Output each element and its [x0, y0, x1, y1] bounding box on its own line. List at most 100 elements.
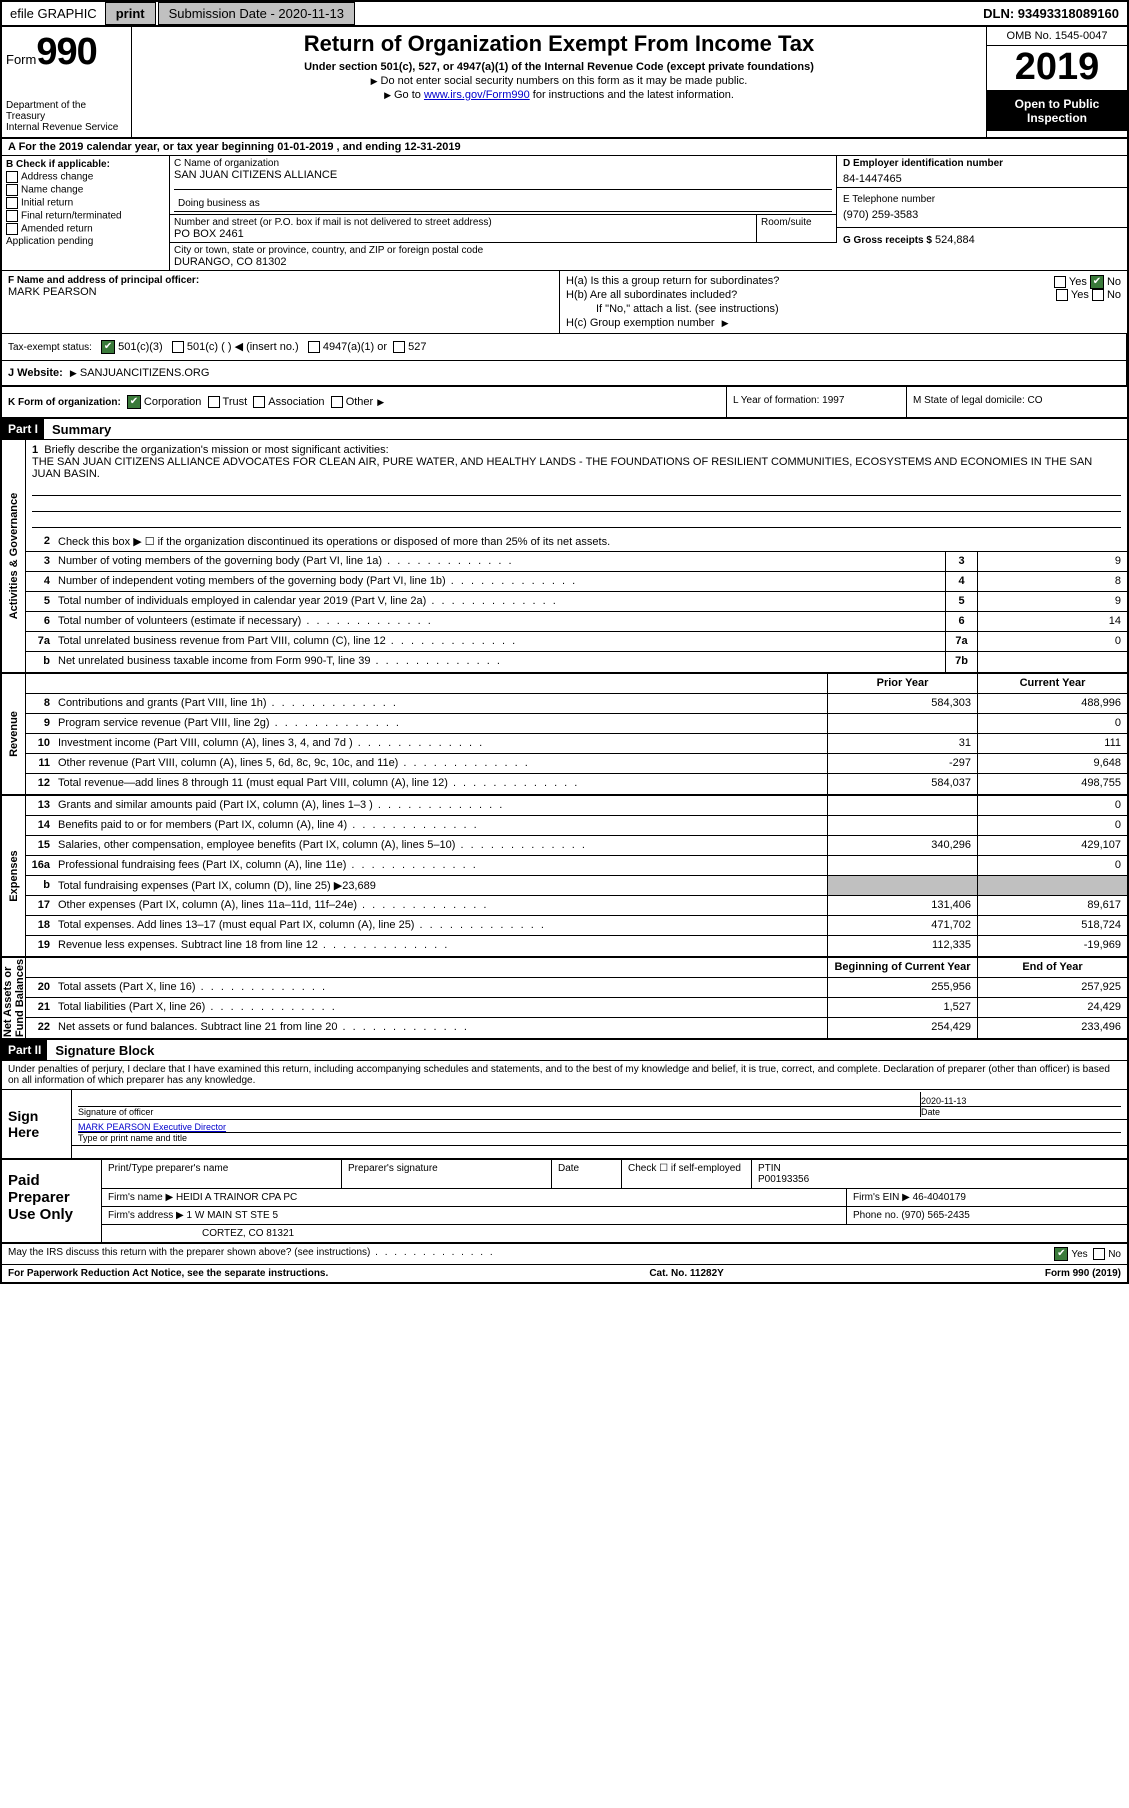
chk-4947[interactable]: 4947(a)(1) or — [308, 341, 387, 353]
prep-name-label: Print/Type preparer's name — [102, 1160, 342, 1188]
chk-501c[interactable]: 501(c) ( ) ◀ (insert no.) — [172, 341, 299, 353]
firm-name-label: Firm's name ▶ — [108, 1192, 173, 1203]
row-j-website: J Website: SANJUANCITIZENS.ORG — [2, 361, 1127, 387]
box-d-ein: D Employer identification number 84-1447… — [837, 156, 1127, 188]
chk-501c3[interactable]: 501(c)(3) — [101, 341, 163, 353]
discuss-no[interactable]: No — [1093, 1249, 1121, 1260]
chk-initial-return[interactable]: Initial return — [6, 197, 165, 209]
line-6: 6Total number of volunteers (estimate if… — [26, 612, 1127, 632]
firm-ein-label: Firm's EIN ▶ — [853, 1192, 910, 1203]
dln-label: DLN: 93493318089160 — [975, 2, 1127, 25]
note-link: Go to www.irs.gov/Form990 for instructio… — [136, 89, 982, 101]
form-title: Return of Organization Exempt From Incom… — [136, 31, 982, 57]
hdr-beg-year: Beginning of Current Year — [827, 958, 977, 977]
line-7a: 7aTotal unrelated business revenue from … — [26, 632, 1127, 652]
ptin-label: PTIN — [758, 1163, 1121, 1174]
ein-value: 84-1447465 — [843, 173, 1121, 185]
chk-527[interactable]: 527 — [393, 341, 426, 353]
row-f-h: F Name and address of principal officer:… — [2, 271, 1127, 334]
part-1-title: Summary — [44, 422, 111, 437]
m-state-domicile: M State of legal domicile: CO — [907, 387, 1127, 417]
room-suite-label: Room/suite — [757, 215, 837, 242]
h-a-label: H(a) Is this a group return for subordin… — [566, 275, 779, 287]
firm-addr2: CORTEZ, CO 81321 — [102, 1225, 1127, 1242]
discuss-yes[interactable]: Yes — [1054, 1249, 1087, 1260]
prep-sig-label: Preparer's signature — [342, 1160, 552, 1188]
phone-value: (970) 259-3583 — [843, 209, 1121, 221]
address-value: PO BOX 2461 — [174, 228, 752, 240]
header-right: OMB No. 1545-0047 2019 Open to Public In… — [987, 27, 1127, 137]
vlabel-expenses: Expenses — [2, 796, 26, 956]
ein-label: D Employer identification number — [843, 158, 1121, 169]
header-left: Form990 Department of the TreasuryIntern… — [2, 27, 132, 137]
chk-address-change[interactable]: Address change — [6, 171, 165, 183]
h-c-label: H(c) Group exemption number — [566, 317, 715, 329]
tax-year: 2019 — [987, 46, 1127, 91]
rev-line-11: 11Other revenue (Part VIII, column (A), … — [26, 754, 1127, 774]
sect-net-assets: Net Assets orFund Balances Beginning of … — [2, 958, 1127, 1040]
q1-label: Briefly describe the organization's miss… — [44, 444, 388, 456]
sig-date-value: 2020-11-13 — [921, 1096, 1121, 1106]
pra-notice: For Paperwork Reduction Act Notice, see … — [8, 1268, 328, 1279]
sign-here-block: Sign Here Signature of officer 2020-11-1… — [2, 1090, 1127, 1160]
dba-label: Doing business as — [174, 189, 832, 212]
sect-activities-governance: Activities & Governance 1 Briefly descri… — [2, 440, 1127, 674]
mission-text: THE SAN JUAN CITIZENS ALLIANCE ADVOCATES… — [32, 456, 1121, 480]
hdr-prior-year: Prior Year — [827, 674, 977, 693]
note2-post: for instructions and the latest informat… — [530, 89, 734, 101]
hb-no[interactable]: No — [1092, 289, 1121, 301]
declaration-text: Under penalties of perjury, I declare th… — [2, 1061, 1127, 1090]
part-1-header: Part I Summary — [2, 419, 1127, 440]
chk-corporation[interactable]: Corporation — [127, 396, 201, 408]
box-f-officer: F Name and address of principal officer:… — [2, 271, 560, 333]
chk-name-change[interactable]: Name change — [6, 184, 165, 196]
note2-pre: Go to — [394, 89, 424, 101]
q2-label: Check this box ▶ ☐ if the organization d… — [54, 532, 1127, 551]
tax-status-label: Tax-exempt status: — [8, 342, 92, 353]
chk-association[interactable]: Association — [253, 396, 324, 408]
na-line-22: 22Net assets or fund balances. Subtract … — [26, 1018, 1127, 1038]
phone-label: E Telephone number — [843, 194, 1121, 205]
line-b: bNet unrelated business taxable income f… — [26, 652, 1127, 672]
org-name-label: C Name of organization — [174, 158, 832, 169]
sect-revenue: Revenue Prior Year Current Year 8Contrib… — [2, 674, 1127, 796]
gross-value: 524,884 — [935, 234, 975, 246]
department-label: Department of the TreasuryInternal Reven… — [6, 100, 127, 133]
chk-other[interactable]: Other — [331, 396, 384, 408]
chk-application-pending[interactable]: Application pending — [6, 236, 165, 247]
prep-check-label: Check ☐ if self-employed — [622, 1160, 752, 1188]
officer-label: F Name and address of principal officer: — [8, 275, 553, 286]
org-name-box: C Name of organization SAN JUAN CITIZENS… — [170, 156, 837, 214]
footer-bottom: For Paperwork Reduction Act Notice, see … — [2, 1265, 1127, 1282]
line-4: 4Number of independent voting members of… — [26, 572, 1127, 592]
chk-amended-return[interactable]: Amended return — [6, 223, 165, 235]
vlabel-activities: Activities & Governance — [2, 440, 26, 672]
print-button[interactable]: print — [105, 2, 156, 25]
box-h-group: H(a) Is this a group return for subordin… — [560, 271, 1127, 333]
hb-yes[interactable]: Yes — [1056, 289, 1089, 301]
officer-name-title: MARK PEARSON Executive Director — [78, 1122, 1121, 1132]
chk-final-return[interactable]: Final return/terminated — [6, 210, 165, 222]
sign-here-label: Sign Here — [2, 1090, 72, 1158]
firm-addr1: 1 W MAIN ST STE 5 — [187, 1210, 279, 1221]
rev-line-10: 10Investment income (Part VIII, column (… — [26, 734, 1127, 754]
irs-link[interactable]: www.irs.gov/Form990 — [424, 89, 530, 101]
city-value: DURANGO, CO 81302 — [174, 256, 833, 268]
top-bar: efile GRAPHIC print Submission Date - 20… — [2, 2, 1127, 27]
k-label: K Form of organization: — [8, 397, 121, 408]
hdr-end-year: End of Year — [977, 958, 1127, 977]
sig-officer-label: Signature of officer — [78, 1106, 920, 1117]
row-a-calendar-year: A For the 2019 calendar year, or tax yea… — [2, 139, 1127, 156]
omb-number: OMB No. 1545-0047 — [987, 27, 1127, 46]
ha-yes[interactable]: Yes — [1054, 276, 1087, 288]
part-1-label: Part I — [2, 419, 44, 439]
ha-no[interactable]: No — [1090, 276, 1121, 288]
chk-trust[interactable]: Trust — [208, 396, 248, 408]
col-b-header: B Check if applicable: — [6, 159, 165, 170]
rev-line-9: 9Program service revenue (Part VIII, lin… — [26, 714, 1127, 734]
officer-name: MARK PEARSON — [8, 286, 553, 298]
firm-ein-value: 46-4040179 — [913, 1192, 966, 1203]
firm-phone-value: (970) 565-2435 — [901, 1210, 969, 1221]
na-line-20: 20Total assets (Part X, line 16)255,9562… — [26, 978, 1127, 998]
firm-addr-label: Firm's address ▶ — [108, 1210, 184, 1221]
